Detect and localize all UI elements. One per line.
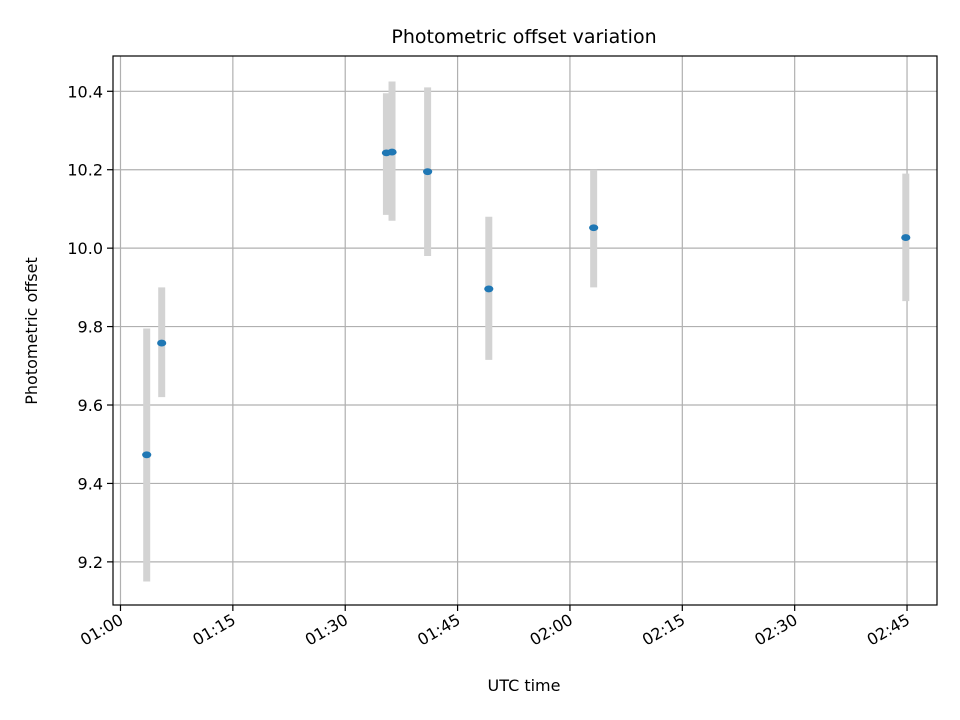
data-point <box>901 234 911 241</box>
x-tick-label: 01:45 <box>414 610 463 650</box>
y-tick-label: 10.2 <box>67 161 103 180</box>
data-point <box>157 339 167 347</box>
x-tick-label: 02:30 <box>751 610 800 650</box>
x-tick-label: 02:00 <box>527 610 576 650</box>
data-point <box>589 224 599 232</box>
y-axis-ticks: 9.2 9.4 9.6 9.8 10.0 10.2 10.4 <box>67 82 113 572</box>
x-axis-ticks: 01:00 01:15 01:30 01:45 02:00 02:15 02:30 02:45 <box>77 605 913 650</box>
x-tick-label: 01:00 <box>77 610 126 650</box>
chart-title: Photometric offset variation <box>391 26 656 48</box>
x-tick-label: 02:45 <box>864 610 913 650</box>
data-point <box>387 148 397 156</box>
data-points <box>142 148 911 459</box>
data-point <box>142 451 152 459</box>
y-tick-label: 9.8 <box>78 318 103 337</box>
y-tick-label: 10.0 <box>67 239 103 258</box>
y-tick-label: 9.2 <box>78 553 103 572</box>
y-tick-label: 10.4 <box>67 82 103 101</box>
error-bars <box>143 81 910 582</box>
data-point <box>423 168 433 176</box>
x-tick-label: 01:15 <box>189 610 238 650</box>
x-axis-label: UTC time <box>488 676 561 695</box>
x-tick-label: 01:30 <box>302 610 351 650</box>
y-axis-label: Photometric offset <box>22 257 41 405</box>
data-point <box>484 285 494 293</box>
y-tick-label: 9.6 <box>78 396 103 415</box>
x-tick-label: 02:15 <box>639 610 688 650</box>
y-tick-label: 9.4 <box>78 474 103 493</box>
grid <box>113 56 937 605</box>
plot-frame <box>112 55 938 606</box>
